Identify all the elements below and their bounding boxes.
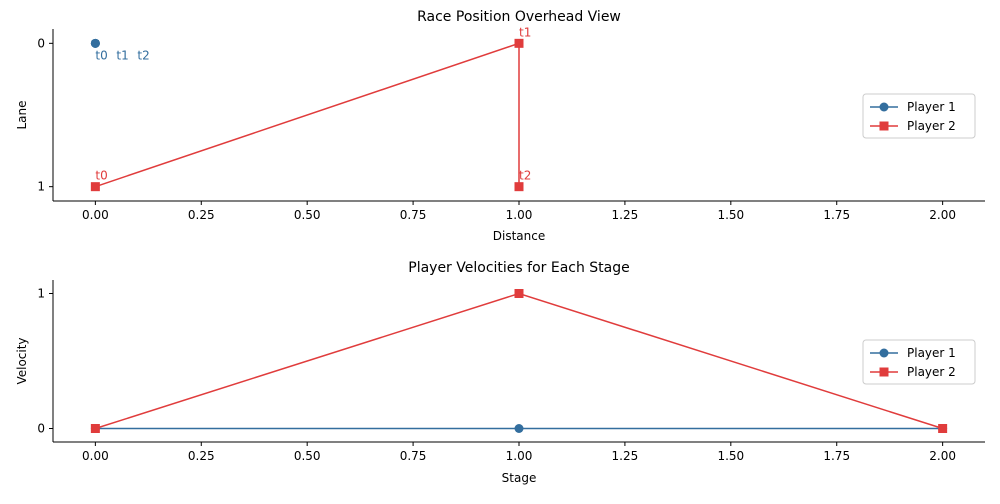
x-tick-label: 1.25 [612,208,639,222]
y-axis-label: Velocity [15,337,29,384]
chart-title: Player Velocities for Each Stage [408,260,630,276]
x-tick-label: 0.50 [294,208,321,222]
legend: Player 1 Player 2 [862,93,976,139]
point-annotation: t2 [137,48,149,62]
legend: Player 1 Player 2 [862,339,976,385]
data-point [938,424,948,433]
legend-marker [879,102,889,112]
y-tick-label: 0 [37,36,45,50]
x-tick-label: 0.25 [188,208,215,222]
data-point [90,424,100,433]
x-axis-label: Distance [493,229,545,243]
series-line-player-2 [95,292,943,430]
legend-box [862,93,976,139]
data-point [90,182,100,192]
legend-label: Player 2 [907,365,956,379]
y-tick-label: 1 [37,180,45,194]
x-tick-label: 1.75 [823,208,850,222]
chart-panel-2: Player Velocities for Each Stage 0.00 0.25… [15,260,985,485]
legend-label: Player 1 [907,100,956,114]
y-tick-label: 0 [37,422,45,436]
x-axis-label: Stage [502,471,537,485]
data-point [514,424,524,433]
data-point [514,182,524,192]
legend-label: Player 1 [907,346,956,360]
point-annotation: t0 [95,169,107,183]
x-tick-label: 0.00 [82,449,109,463]
point-annotation: t1 [116,48,128,62]
legend-marker [879,121,889,131]
x-tick-label: 1.00 [506,449,533,463]
y-axis-label: Lane [15,100,29,129]
x-tick-label: 0.75 [400,208,427,222]
y-tick-label: 1 [37,287,45,301]
x-tick-label: 1.50 [717,208,744,222]
point-annotation: t2 [519,169,531,183]
chart-title: Race Position Overhead View [417,9,621,25]
legend-box [862,339,976,385]
chart-panel-1: Race Position Overhead View 0.00 0.25 0.50 0… [15,9,985,243]
data-point [90,38,100,48]
x-tick-label: 0.00 [82,208,109,222]
x-tick-label: 2.00 [929,449,956,463]
legend-marker [879,367,889,377]
point-annotation: t1 [519,25,531,39]
x-tick-label: 0.50 [294,449,321,463]
point-annotation: t0 [95,48,107,62]
x-tick-label: 1.50 [717,449,744,463]
x-tick-label: 0.25 [188,449,215,463]
data-point [514,289,524,298]
x-tick-label: 1.25 [612,449,639,463]
x-tick-label: 2.00 [929,208,956,222]
x-tick-label: 1.00 [506,208,533,222]
legend-marker [879,348,889,358]
x-tick-label: 0.75 [400,449,427,463]
x-tick-label: 1.75 [823,449,850,463]
legend-label: Player 2 [907,119,956,133]
data-point [514,38,524,48]
series-line-player-2 [95,42,520,188]
